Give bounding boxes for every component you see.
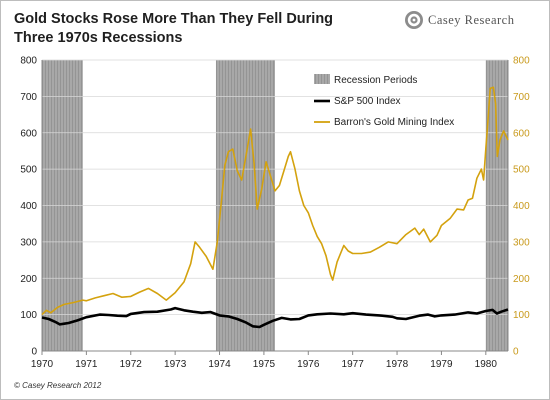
legend-recession-swatch bbox=[314, 74, 330, 84]
x-tick-label: 1976 bbox=[297, 359, 320, 370]
left-y-tick-label: 700 bbox=[20, 92, 37, 103]
x-tick-label: 1980 bbox=[475, 359, 498, 370]
x-tick-label: 1975 bbox=[253, 359, 276, 370]
x-tick-label: 1974 bbox=[208, 359, 231, 370]
right-y-tick-label: 100 bbox=[513, 310, 530, 321]
chart-title: Gold Stocks Rose More Than They Fell Dur… bbox=[14, 11, 334, 46]
x-tick-label: 1970 bbox=[31, 359, 54, 370]
left-y-tick-label: 500 bbox=[20, 165, 37, 176]
x-tick-label: 1973 bbox=[164, 359, 187, 370]
sp500-index-line bbox=[41, 306, 509, 329]
right-y-tick-label: 200 bbox=[513, 274, 530, 285]
right-y-tick-label: 300 bbox=[513, 237, 530, 248]
bullseye-swirl-icon bbox=[405, 11, 423, 29]
legend-sp500-label: S&P 500 Index bbox=[334, 96, 401, 107]
left-y-tick-label: 600 bbox=[20, 128, 37, 139]
x-tick-label: 1971 bbox=[75, 359, 98, 370]
legend-recession-label: Recession Periods bbox=[334, 75, 417, 86]
left-y-tick-label: 200 bbox=[20, 274, 37, 285]
right-y-tick-label: 500 bbox=[513, 165, 530, 176]
x-tick-label: 1978 bbox=[386, 359, 409, 370]
right-y-tick-label: 0 bbox=[513, 347, 519, 358]
brand-logo: Casey Research bbox=[404, 9, 514, 31]
copyright-note: © Casey Research 2012 bbox=[14, 381, 102, 390]
gold-mining-index-line bbox=[41, 86, 509, 316]
x-tick-label: 1979 bbox=[430, 359, 453, 370]
left-y-tick-label: 300 bbox=[20, 237, 37, 248]
left-y-tick-label: 100 bbox=[20, 310, 37, 321]
x-tick-label: 1977 bbox=[342, 359, 365, 370]
left-y-tick-label: 800 bbox=[20, 56, 37, 67]
right-y-tick-label: 600 bbox=[513, 128, 530, 139]
left-y-tick-label: 400 bbox=[20, 201, 37, 212]
legend-gold-label: Barron's Gold Mining Index bbox=[334, 117, 454, 128]
left-y-tick-label: 0 bbox=[31, 347, 37, 358]
right-y-tick-label: 800 bbox=[513, 56, 530, 67]
brand-name: Casey Research bbox=[428, 12, 515, 27]
x-tick-label: 1972 bbox=[120, 359, 143, 370]
right-y-tick-label: 700 bbox=[513, 92, 530, 103]
right-y-tick-label: 400 bbox=[513, 201, 530, 212]
